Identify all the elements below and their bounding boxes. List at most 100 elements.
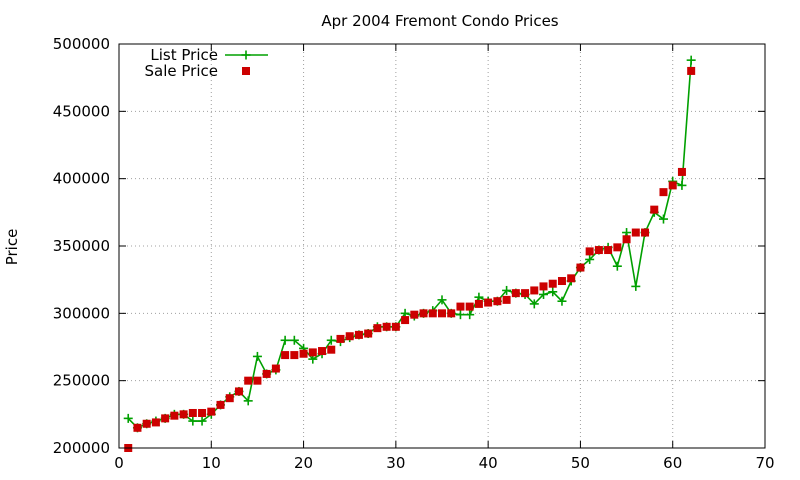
y-tick-label: 300000 <box>53 304 110 322</box>
list-price-series <box>123 55 696 433</box>
sale-price-point <box>133 423 142 432</box>
list-price-point <box>612 261 622 271</box>
sale-price-point <box>188 408 197 417</box>
sale-price-point <box>161 414 170 423</box>
list-price-point <box>197 416 207 426</box>
series-layer <box>123 55 696 452</box>
legend-swatch-sale-price <box>242 67 250 75</box>
x-tick-label: 50 <box>571 454 590 472</box>
sale-price-point <box>234 387 243 396</box>
sale-price-point <box>262 369 271 378</box>
list-price-point <box>326 335 336 345</box>
sale-price-point <box>456 302 465 311</box>
sale-price-point <box>585 247 594 256</box>
y-tick-label: 200000 <box>53 439 110 457</box>
sale-price-point <box>391 322 400 331</box>
sale-price-point <box>410 310 419 319</box>
sale-price-point <box>198 408 207 417</box>
y-tick-label: 500000 <box>53 35 110 53</box>
sale-price-point <box>419 309 428 318</box>
sale-price-point <box>493 297 502 306</box>
sale-price-point <box>438 309 446 318</box>
sale-price-point <box>327 345 336 354</box>
sale-price-point <box>604 246 613 255</box>
sale-price-point <box>521 289 530 298</box>
sale-price-point <box>428 309 437 318</box>
sale-price-point <box>613 243 622 252</box>
chart-title: Apr 2004 Fremont Condo Prices <box>321 12 558 30</box>
list-price-point <box>557 296 567 306</box>
list-price-point <box>243 396 253 406</box>
sale-price-point <box>668 181 677 190</box>
y-tick-label: 250000 <box>53 372 110 390</box>
sale-price-point <box>401 316 410 325</box>
legend-label-list-price: List Price <box>150 46 218 64</box>
sale-price-point <box>650 205 659 214</box>
sale-price-point <box>225 394 234 403</box>
sale-price-point <box>253 376 262 385</box>
sale-price-point <box>474 299 483 308</box>
list-price-point <box>280 335 290 345</box>
list-price-point <box>548 287 558 297</box>
sale-price-point <box>336 334 345 343</box>
sale-price-point <box>548 279 557 288</box>
sale-price-point <box>299 349 308 358</box>
x-tick-label: 10 <box>202 454 221 472</box>
list-price-point <box>502 285 512 295</box>
sale-price-point <box>345 332 354 341</box>
list-price-point <box>437 295 447 305</box>
sale-price-point <box>281 351 290 360</box>
list-price-point <box>529 299 539 309</box>
list-price-point <box>631 281 641 291</box>
sale-price-point <box>207 407 216 416</box>
x-tick-label: 20 <box>294 454 313 472</box>
sale-price-point <box>659 188 668 197</box>
y-tick-label: 400000 <box>53 170 110 188</box>
sale-price-point <box>677 167 686 176</box>
sale-price-point <box>687 66 696 75</box>
sale-price-point <box>382 322 391 331</box>
sale-price-point <box>641 228 650 237</box>
y-axis-label: Price <box>3 229 21 266</box>
legend-label-sale-price: Sale Price <box>145 62 218 80</box>
list-price-point <box>465 310 475 320</box>
list-price-point <box>585 254 595 264</box>
sale-price-point <box>170 411 179 420</box>
list-price-point <box>188 416 198 426</box>
sale-price-point <box>271 364 280 373</box>
sale-price-point <box>622 235 631 244</box>
list-price-point <box>677 180 687 190</box>
list-price-point <box>289 335 299 345</box>
sale-price-point <box>151 418 160 427</box>
sale-price-point <box>364 329 373 338</box>
sale-price-point <box>567 274 576 283</box>
legend-marker-sale-price <box>242 67 250 75</box>
sale-price-point <box>502 295 511 304</box>
sale-price-point <box>511 289 520 298</box>
sale-price-point <box>557 277 566 286</box>
sale-price-point <box>244 376 253 385</box>
sale-price-point <box>631 228 640 237</box>
x-tick-label: 40 <box>479 454 498 472</box>
sale-price-point <box>290 351 299 360</box>
sale-price-point <box>216 400 225 409</box>
sale-price-point <box>530 286 539 295</box>
list-price-line <box>127 60 692 429</box>
sale-price-point <box>465 302 474 311</box>
sale-price-point <box>594 246 603 255</box>
list-price-point <box>539 289 549 299</box>
list-price-point <box>455 310 465 320</box>
sale-price-point <box>179 410 188 419</box>
legend-marker-list-price <box>241 50 251 60</box>
list-price-point <box>686 55 696 65</box>
x-tick-label: 60 <box>663 454 682 472</box>
list-price-point <box>252 351 262 361</box>
sale-price-point <box>318 347 327 356</box>
sale-price-point <box>308 348 317 357</box>
sale-price-point <box>354 330 363 339</box>
sale-price-point <box>142 419 151 428</box>
sale-price-point <box>484 298 493 307</box>
x-tick-label: 0 <box>114 454 124 472</box>
